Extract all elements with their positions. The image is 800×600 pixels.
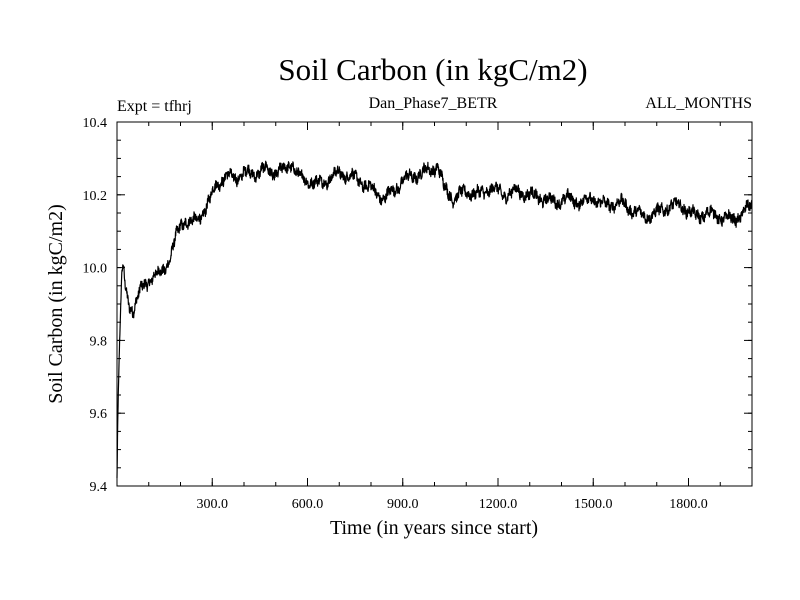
y-tick-label: 10.4	[83, 116, 108, 131]
experiment-label: Expt = tfhrj	[117, 98, 192, 115]
x-tick-label: 1200.0	[479, 497, 518, 512]
x-axis-label: Time (in years since start)	[330, 517, 538, 539]
x-tick-label: 900.0	[387, 497, 419, 512]
x-tick-label: 1800.0	[669, 497, 708, 512]
y-tick-label: 9.4	[90, 480, 108, 495]
run-name-label: Dan_Phase7_BETR	[369, 95, 498, 112]
x-tick-label: 300.0	[197, 497, 229, 512]
chart-title: Soil Carbon (in kgC/m2)	[278, 52, 587, 87]
x-tick-labels: 300.0 600.0 900.0 1200.0 1500.0 1800.0	[197, 497, 708, 512]
y-tick-label: 10.2	[83, 189, 108, 204]
y-tick-labels: 9.4 9.6 9.8 10.0 10.2 10.4	[83, 116, 108, 495]
y-tick-label: 10.0	[83, 262, 108, 277]
x-tick-label: 600.0	[292, 497, 324, 512]
months-label: ALL_MONTHS	[645, 95, 752, 112]
y-tick-label: 9.8	[90, 334, 108, 349]
y-axis-label: Soil Carbon (in kgC/m2)	[45, 204, 67, 403]
y-tick-label: 9.6	[90, 407, 108, 422]
series-line-soil-carbon	[116, 160, 753, 479]
x-tick-label: 1500.0	[574, 497, 613, 512]
plot-frame	[116, 121, 753, 487]
